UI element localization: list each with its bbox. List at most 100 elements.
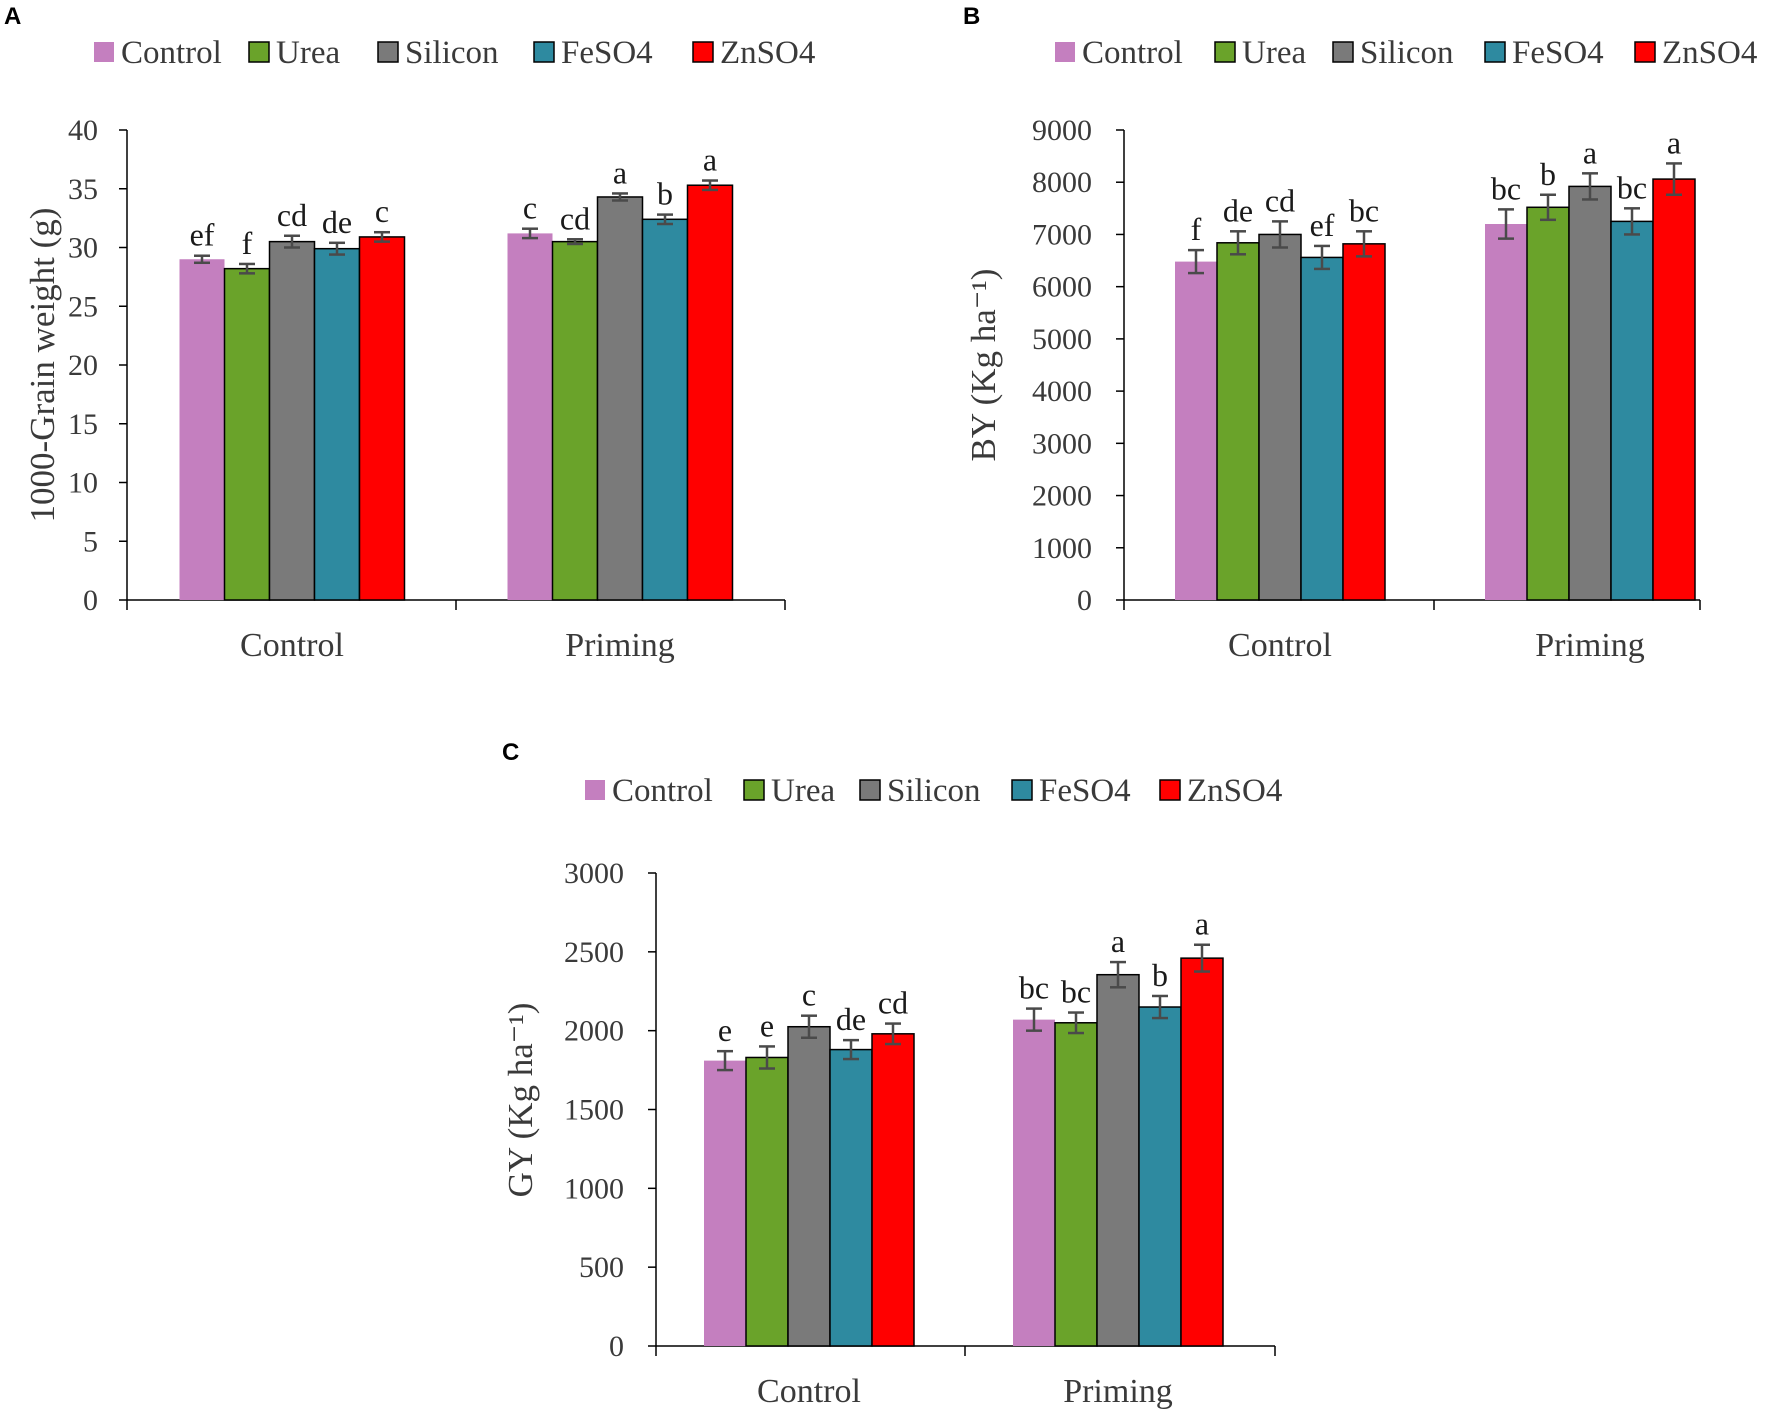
legend-swatch-feso4 [533,41,555,63]
significance-letter: de [1223,192,1253,228]
bar-znso4-priming [686,184,734,601]
significance-letter: bc [1019,970,1049,1006]
y-tick-label: 9000 [1032,114,1092,147]
significance-letter: de [836,1001,866,1037]
significance-letter: a [703,142,717,178]
y-tick-label: 0 [1077,584,1092,617]
bar-znso4-control [358,236,406,601]
bar-urea-control [745,1056,789,1347]
bar-znso4-priming [1652,178,1696,601]
significance-letter: cd [1265,182,1295,218]
bar-znso4-priming [1180,957,1224,1347]
significance-letter: de [322,204,352,240]
significance-letter: a [1111,923,1125,959]
significance-letter: bc [1491,170,1521,206]
bar-feso4-control [313,247,361,601]
significance-letter: c [523,190,537,226]
y-tick-label: 500 [579,1251,624,1284]
y-tick-label: 2500 [564,936,624,969]
significance-letter: e [760,1007,774,1043]
legend-swatch-znso4 [1634,41,1656,63]
significance-letter: bc [1061,974,1091,1010]
bar-urea-priming [1526,206,1570,601]
legend-swatch-feso4 [1484,41,1506,63]
significance-letter: c [375,193,389,229]
bar-silicon-priming [1096,973,1140,1347]
y-tick-label: 0 [83,584,98,617]
panel-label: A [4,3,21,30]
y-tick-label: 0 [609,1330,624,1363]
significance-letter: a [613,154,627,190]
y-axis-label: 1000-Grain weight (g) [23,208,62,523]
bar-control-priming [507,233,553,600]
significance-letter: bc [1617,169,1647,205]
bar-control-control [704,1060,746,1346]
legend-label-silicon: Silicon [1360,35,1454,71]
significance-letter: bc [1349,192,1379,228]
legend-swatch-urea [1214,41,1236,63]
legend-label-urea: Urea [1242,35,1306,71]
y-axis-label: GY (Kg ha⁻¹) [501,1003,540,1198]
bar-control-control [179,259,225,600]
significance-letter: c [802,977,816,1013]
legend-label-control: Control [1082,35,1183,71]
legend-swatch-silicon [859,779,881,801]
y-tick-label: 5 [83,525,98,558]
legend-swatch-znso4 [692,41,714,63]
y-tick-label: 1000 [564,1172,624,1205]
significance-letter: cd [277,197,307,233]
chart-panel-b: B Control Urea Silicon FeSO4 ZnSO4 0 1000 2000 30… [963,3,1757,664]
x-category-label: Priming [565,627,675,664]
bar-silicon-control [268,240,316,601]
bar-znso4-control [1342,243,1386,601]
bar-feso4-priming [1138,1006,1182,1347]
bar-control-control [1175,261,1217,600]
x-category-label: Control [240,627,344,664]
y-tick-label: 30 [68,232,98,265]
bar-urea-priming [551,240,599,601]
legend-label-control: Control [121,35,222,71]
legend-label-znso4: ZnSO4 [720,35,815,71]
legend-swatch-silicon [1332,41,1354,63]
bar-urea-control [1216,242,1260,601]
legend-swatch-feso4 [1011,779,1033,801]
legend-label-urea: Urea [276,35,340,71]
bar-silicon-priming [596,196,644,601]
legend-label-znso4: ZnSO4 [1187,773,1282,809]
significance-letter: a [1667,124,1681,160]
significance-letter: a [1195,906,1209,942]
legend-label-feso4: FeSO4 [1512,35,1604,71]
significance-letter: cd [878,985,908,1021]
bar-silicon-control [1258,233,1302,601]
y-tick-label: 10 [68,467,98,500]
significance-letter: a [1583,134,1597,170]
x-category-label: Priming [1535,627,1645,664]
y-tick-label: 15 [68,408,98,441]
legend-swatch-control [1055,42,1075,62]
bar-control-priming [1013,1019,1055,1346]
bar-silicon-priming [1568,185,1612,601]
y-tick-label: 1500 [564,1094,624,1127]
y-tick-label: 5000 [1032,323,1092,356]
y-tick-label: 1000 [1032,532,1092,565]
chart-panel-c: C Control Urea Silicon FeSO4 ZnSO4 0 500 1000 150… [501,739,1282,1410]
y-tick-label: 20 [68,349,98,382]
significance-letter: b [657,176,673,212]
significance-letter: cd [560,200,590,236]
significance-letter: f [1191,211,1202,247]
panel-label: C [502,739,519,766]
legend-swatch-silicon [377,41,399,63]
bar-control-priming [1485,224,1527,600]
y-tick-label: 3000 [1032,427,1092,460]
legend-label-control: Control [612,773,713,809]
legend-label-silicon: Silicon [405,35,499,71]
bar-feso4-priming [641,218,689,601]
y-axis-label: BY (Kg ha⁻¹) [964,269,1003,462]
y-tick-label: 4000 [1032,375,1092,408]
legend-swatch-urea [248,41,270,63]
legend-swatch-control [94,42,114,62]
legend-label-silicon: Silicon [887,773,981,809]
legend-label-feso4: FeSO4 [1039,773,1131,809]
significance-letter: e [718,1012,732,1048]
